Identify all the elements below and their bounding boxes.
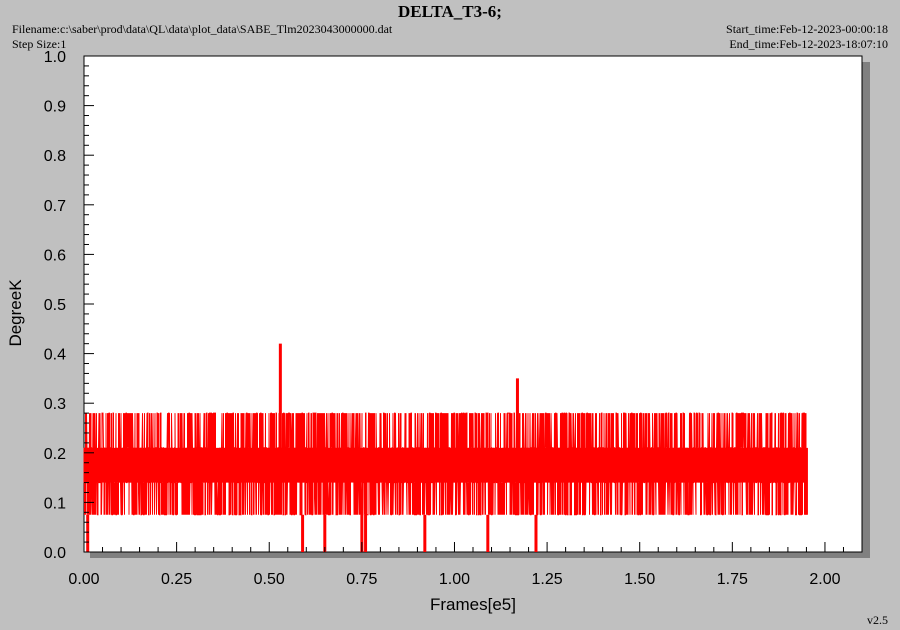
y-tick-label: 0.3 bbox=[44, 396, 66, 413]
x-tick-label: 1.25 bbox=[532, 571, 563, 588]
x-axis-title: Frames[e5] bbox=[430, 595, 516, 614]
x-tick-label: 0.25 bbox=[161, 571, 192, 588]
series-dense-core bbox=[84, 447, 807, 483]
x-tick-label: 2.00 bbox=[809, 571, 840, 588]
x-tick-label: 0.75 bbox=[346, 571, 377, 588]
x-tick-label: 1.50 bbox=[624, 571, 655, 588]
axis-layer: 0.0 0.1 0.2 0.3 0.4 0.5 0.6 0.7 0.8 0.9 1.0 0.00 0.2… bbox=[44, 49, 844, 588]
x-tick-label: 0.00 bbox=[68, 571, 99, 588]
y-tick-label: 0.2 bbox=[44, 446, 66, 463]
x-tick-label: 0.50 bbox=[254, 571, 285, 588]
y-tick-label: 0.1 bbox=[44, 495, 66, 512]
y-tick-label: 0.8 bbox=[44, 148, 66, 165]
version-label: v2.5 bbox=[867, 613, 888, 627]
y-tick-label: 0.4 bbox=[44, 347, 66, 364]
step-size-label: Step Size:1 bbox=[12, 37, 67, 51]
series-layer bbox=[83, 343, 808, 552]
x-tick-label: 1.75 bbox=[717, 571, 748, 588]
filename-label: Filename:c:\saber\prod\data\QL\data\plot… bbox=[12, 22, 393, 36]
y-tick-label: 0.0 bbox=[44, 545, 66, 562]
y-tick-label: 0.6 bbox=[44, 247, 66, 264]
y-tick-label: 0.7 bbox=[44, 198, 66, 215]
start-time-label: Start_time:Feb-12-2023-00:00:18 bbox=[726, 22, 888, 36]
x-tick-label: 1.00 bbox=[439, 571, 470, 588]
y-tick-label: 0.9 bbox=[44, 99, 66, 116]
end-time-label: End_time:Feb-12-2023-18:07:10 bbox=[729, 37, 888, 51]
chart-title: DELTA_T3-6; bbox=[398, 2, 502, 21]
y-axis-title: DegreeK bbox=[6, 279, 25, 347]
y-tick-label: 0.5 bbox=[44, 297, 66, 314]
y-tick-label: 1.0 bbox=[44, 49, 66, 66]
